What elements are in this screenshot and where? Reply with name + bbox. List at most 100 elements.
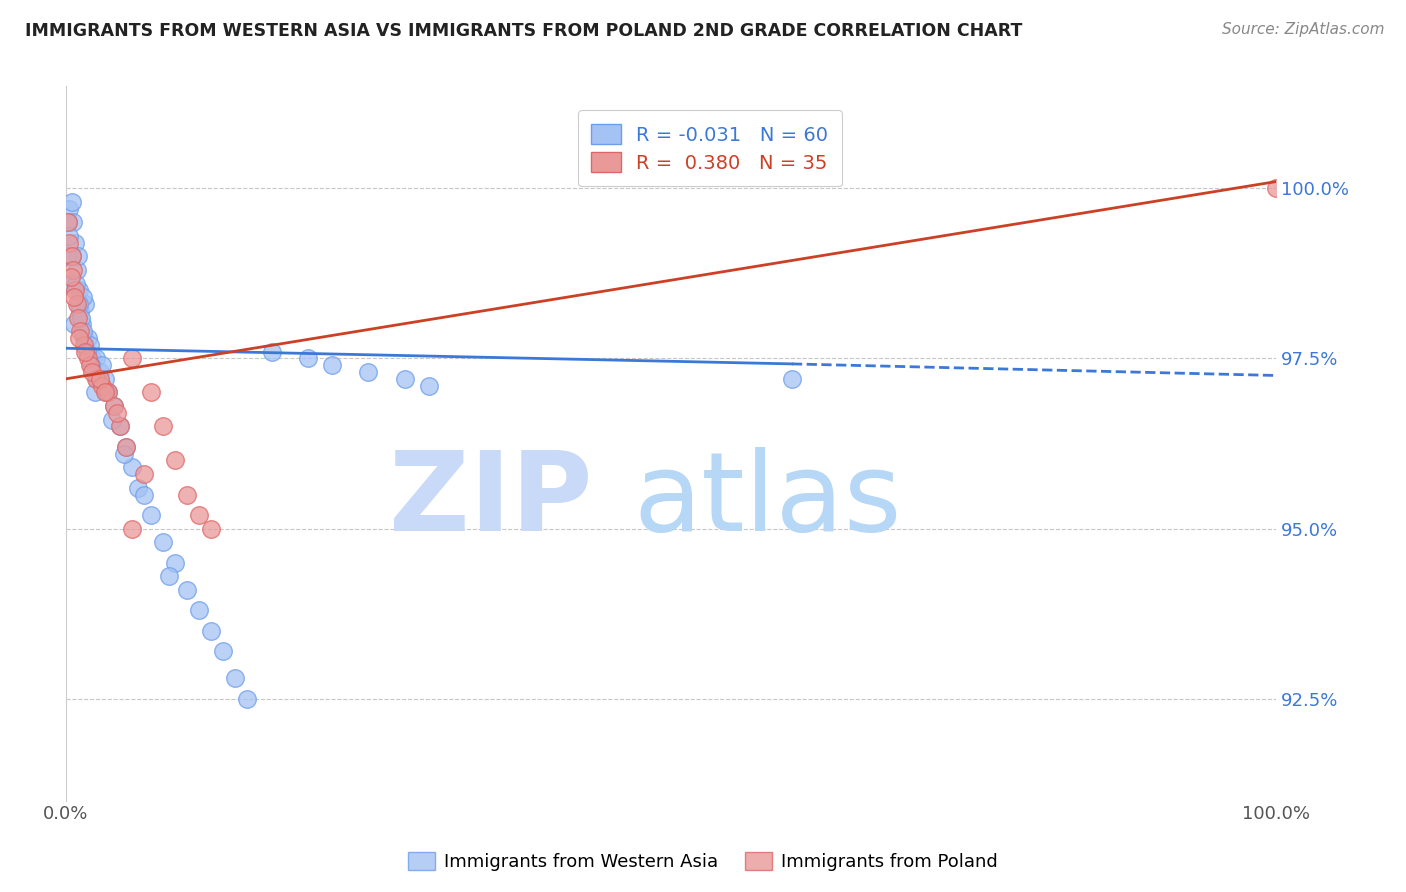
Point <box>321 358 343 372</box>
Point <box>110 419 132 434</box>
Point <box>121 522 143 536</box>
Point <box>79 338 101 352</box>
Point <box>82 351 104 366</box>
Point <box>127 481 149 495</box>
Point <box>76 351 98 366</box>
Point <box>84 372 107 386</box>
Point <box>200 624 222 638</box>
Point <box>62 263 84 277</box>
Point <box>76 331 98 345</box>
Point <box>134 467 156 482</box>
Text: Source: ZipAtlas.com: Source: ZipAtlas.com <box>1222 22 1385 37</box>
Text: ZIP: ZIP <box>389 447 592 554</box>
Point <box>62 249 84 263</box>
Point <box>97 385 120 400</box>
Point <box>112 447 135 461</box>
Text: IMMIGRANTS FROM WESTERN ASIA VS IMMIGRANTS FROM POLAND 2ND GRADE CORRELATION CHA: IMMIGRANTS FROM WESTERN ASIA VS IMMIGRAN… <box>25 22 1022 40</box>
Point <box>66 310 89 325</box>
Point <box>91 378 114 392</box>
Point <box>152 419 174 434</box>
Point <box>72 324 94 338</box>
Point <box>91 358 114 372</box>
Point <box>76 344 98 359</box>
Point <box>103 399 125 413</box>
Text: atlas: atlas <box>634 447 901 554</box>
Point <box>70 310 93 325</box>
Point <box>80 358 103 372</box>
Point <box>297 351 319 366</box>
Point <box>94 385 117 400</box>
Point <box>357 365 380 379</box>
Point <box>84 351 107 366</box>
Point <box>79 358 101 372</box>
Point <box>66 297 89 311</box>
Point <box>224 671 246 685</box>
Point <box>66 249 89 263</box>
Point <box>58 249 80 263</box>
Point <box>176 582 198 597</box>
Legend: R = -0.031   N = 60, R =  0.380   N = 35: R = -0.031 N = 60, R = 0.380 N = 35 <box>578 111 842 186</box>
Point <box>63 290 86 304</box>
Point <box>93 372 115 386</box>
Point <box>65 284 87 298</box>
Point <box>187 603 209 617</box>
Point <box>139 508 162 522</box>
Point <box>60 249 83 263</box>
Point <box>58 202 80 216</box>
Point <box>67 331 90 345</box>
Point <box>89 365 111 379</box>
Point <box>1265 181 1288 195</box>
Point <box>103 399 125 413</box>
Point <box>105 406 128 420</box>
Point <box>75 297 97 311</box>
Point <box>101 412 124 426</box>
Point <box>780 372 803 386</box>
Point <box>163 453 186 467</box>
Point <box>59 269 82 284</box>
Point <box>63 318 86 332</box>
Point <box>56 215 79 229</box>
Point <box>83 385 105 400</box>
Point <box>93 385 115 400</box>
Point <box>73 331 96 345</box>
Point <box>75 344 97 359</box>
Point <box>65 235 87 250</box>
Point <box>65 277 87 291</box>
Point <box>187 508 209 522</box>
Point <box>134 487 156 501</box>
Point <box>58 215 80 229</box>
Point <box>59 277 82 291</box>
Point <box>73 338 96 352</box>
Legend: Immigrants from Western Asia, Immigrants from Poland: Immigrants from Western Asia, Immigrants… <box>401 845 1005 879</box>
Point <box>139 385 162 400</box>
Point <box>418 378 440 392</box>
Point <box>97 385 120 400</box>
Point <box>121 351 143 366</box>
Point <box>115 440 138 454</box>
Point <box>69 303 91 318</box>
Point <box>157 569 180 583</box>
Point <box>60 194 83 209</box>
Point <box>66 263 89 277</box>
Point <box>62 215 84 229</box>
Point <box>152 535 174 549</box>
Point <box>115 440 138 454</box>
Point <box>58 235 80 250</box>
Point <box>121 460 143 475</box>
Point <box>58 229 80 244</box>
Point <box>72 290 94 304</box>
Point <box>82 365 104 379</box>
Point <box>200 522 222 536</box>
Point <box>86 372 108 386</box>
Point <box>176 487 198 501</box>
Point <box>67 284 90 298</box>
Point <box>67 297 90 311</box>
Point <box>260 344 283 359</box>
Point <box>394 372 416 386</box>
Point <box>69 324 91 338</box>
Point <box>89 372 111 386</box>
Point <box>110 419 132 434</box>
Point <box>163 556 186 570</box>
Point <box>70 318 93 332</box>
Point <box>236 691 259 706</box>
